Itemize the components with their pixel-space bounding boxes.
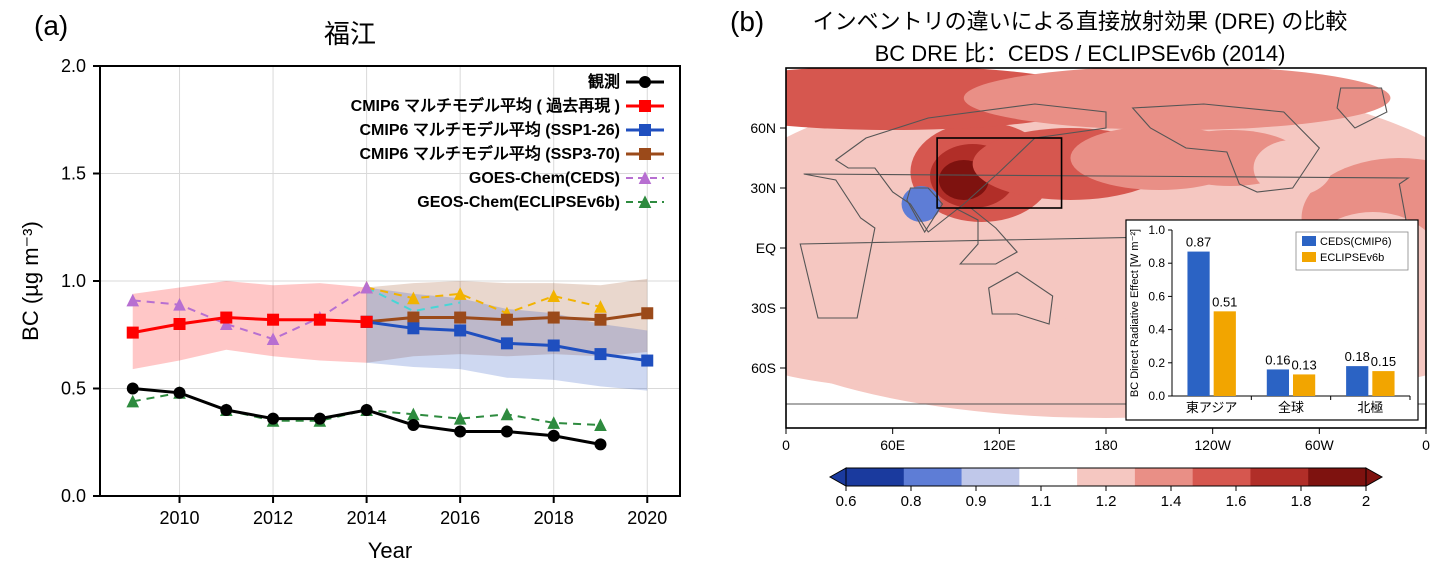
svg-text:東アジア: 東アジア (1186, 400, 1237, 415)
svg-text:60E: 60E (880, 437, 905, 453)
line-chart-a: 2010 2012 2014 2016 2018 2020 0.0 0.5 1.0 1.5 2.0 Y… (10, 36, 710, 576)
svg-text:1.5: 1.5 (61, 164, 86, 184)
svg-text:60W: 60W (1305, 437, 1335, 453)
svg-text:60S: 60S (751, 360, 776, 376)
svg-text:GEOS-Chem(ECLIPSEv6b): GEOS-Chem(ECLIPSEv6b) (417, 194, 620, 211)
svg-text:120W: 120W (1194, 437, 1231, 453)
svg-text:0.5: 0.5 (61, 379, 86, 399)
svg-text:0.18: 0.18 (1345, 349, 1370, 364)
svg-text:0.0: 0.0 (1148, 389, 1165, 403)
svg-text:0.87: 0.87 (1186, 235, 1211, 250)
map-chart-b: 60S 30S EQ 30N 60N 0 60E 120E 180 120W 60W 0 0.6 0.8 0… (730, 58, 1440, 578)
svg-text:1.0: 1.0 (61, 271, 86, 291)
svg-text:0.15: 0.15 (1371, 354, 1396, 369)
svg-text:60N: 60N (750, 120, 776, 136)
svg-text:GOES-Chem(CEDS): GOES-Chem(CEDS) (469, 170, 620, 187)
svg-text:30S: 30S (751, 300, 776, 316)
svg-text:0.0: 0.0 (61, 486, 86, 506)
svg-text:Year: Year (368, 538, 412, 563)
svg-text:CEDS(CMIP6): CEDS(CMIP6) (1320, 236, 1392, 248)
svg-text:2016: 2016 (440, 508, 480, 528)
svg-text:2018: 2018 (534, 508, 574, 528)
svg-text:CMIP6 マルチモデル平均 (SSP1-26): CMIP6 マルチモデル平均 (SSP1-26) (360, 120, 621, 139)
svg-text:2.0: 2.0 (61, 56, 86, 76)
svg-text:BC Direct Radiative Effect [W: BC Direct Radiative Effect [W m⁻²] (1129, 229, 1141, 397)
svg-text:1.0: 1.0 (1148, 223, 1165, 237)
svg-text:2: 2 (1362, 493, 1370, 510)
svg-text:北極: 北極 (1357, 400, 1383, 415)
svg-text:CMIP6 マルチモデル平均 (SSP3-70): CMIP6 マルチモデル平均 (SSP3-70) (360, 144, 621, 163)
svg-text:0: 0 (782, 437, 790, 453)
svg-text:0.6: 0.6 (1148, 289, 1165, 303)
svg-text:全球: 全球 (1278, 400, 1304, 415)
legend-a: 観測 CMIP6 マルチモデル平均 ( 過去再現 ) CMIP6 マルチモデル平均 … (351, 72, 664, 211)
svg-text:CMIP6 マルチモデル平均 ( 過去再現 ): CMIP6 マルチモデル平均 ( 過去再現 ) (351, 96, 620, 115)
svg-text:EQ: EQ (756, 240, 776, 256)
svg-text:180: 180 (1094, 437, 1118, 453)
svg-text:0.9: 0.9 (966, 493, 987, 510)
svg-text:2014: 2014 (347, 508, 387, 528)
svg-text:ECLIPSEv6b: ECLIPSEv6b (1320, 252, 1384, 264)
svg-text:0.6: 0.6 (836, 493, 857, 510)
svg-text:0.2: 0.2 (1148, 356, 1165, 370)
svg-text:2010: 2010 (159, 508, 199, 528)
svg-text:1.1: 1.1 (1031, 493, 1052, 510)
svg-text:BC (µg m⁻³): BC (µg m⁻³) (18, 221, 43, 341)
svg-text:0.13: 0.13 (1291, 357, 1316, 372)
svg-text:1.6: 1.6 (1226, 493, 1247, 510)
svg-text:1.4: 1.4 (1161, 493, 1182, 510)
svg-text:0.16: 0.16 (1265, 352, 1290, 367)
svg-text:1.2: 1.2 (1096, 493, 1117, 510)
svg-text:0.8: 0.8 (901, 493, 922, 510)
panel-b-title1: インベントリの違いによる直接放射効果 (DRE) の比較 (730, 4, 1430, 36)
svg-text:0: 0 (1422, 437, 1430, 453)
svg-text:1.8: 1.8 (1291, 493, 1312, 510)
svg-text:0.8: 0.8 (1148, 256, 1165, 270)
svg-text:2020: 2020 (627, 508, 667, 528)
svg-text:120E: 120E (983, 437, 1016, 453)
svg-text:30N: 30N (750, 180, 776, 196)
svg-text:0.51: 0.51 (1212, 294, 1237, 309)
svg-text:観測: 観測 (588, 72, 620, 91)
svg-text:0.4: 0.4 (1148, 323, 1165, 337)
svg-text:2012: 2012 (253, 508, 293, 528)
